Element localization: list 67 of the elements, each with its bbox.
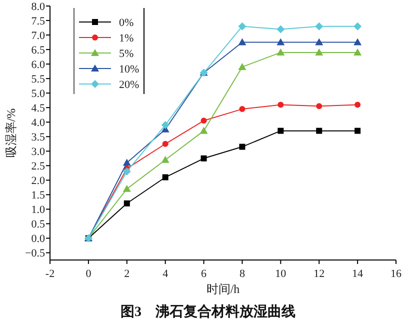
x-tick-label: -2	[45, 268, 55, 280]
point	[239, 144, 246, 150]
point	[354, 128, 361, 134]
y-tick-label: 3.5	[31, 132, 46, 144]
point	[315, 22, 324, 30]
x-tick-label: 16	[390, 268, 402, 280]
x-tick-label: 14	[352, 268, 364, 280]
point	[239, 106, 246, 112]
point	[122, 158, 131, 166]
point	[200, 126, 208, 134]
point	[276, 48, 285, 56]
point	[161, 121, 170, 130]
point	[315, 38, 324, 46]
point	[354, 48, 362, 56]
point	[315, 48, 324, 56]
point	[276, 38, 285, 46]
y-tick-label: 5.5	[31, 74, 46, 86]
point	[200, 118, 207, 124]
y-tick-label: 2.0	[31, 175, 46, 188]
legend-label: 1%	[119, 32, 134, 44]
point	[278, 102, 284, 108]
point	[124, 200, 130, 206]
x-tick-label: 6	[201, 268, 208, 280]
y-tick-label: 1.0	[31, 204, 46, 216]
legend-label: 10%	[119, 64, 140, 76]
y-tick-label: −0.5	[25, 248, 46, 260]
point	[161, 156, 170, 163]
point	[354, 38, 362, 46]
point	[238, 22, 246, 30]
point	[200, 155, 207, 162]
y-tick-label: 3.0	[31, 146, 46, 158]
y-tick-label: 4.5	[31, 102, 46, 115]
y-tick-label: 6.5	[31, 44, 46, 57]
y-tick-label: 8.0	[31, 1, 46, 13]
point	[276, 25, 285, 34]
y-tick-label: 7.5	[31, 16, 46, 28]
point	[162, 174, 168, 180]
y-tick-label: 2.5	[31, 160, 46, 173]
x-tick-label: 0	[86, 268, 92, 280]
x-tick-label: 10	[275, 268, 287, 280]
y-axis-title: 吸湿率/%	[4, 108, 18, 158]
y-tick-label: 4.0	[31, 117, 46, 130]
point	[354, 22, 362, 30]
legend-label: 20%	[119, 79, 140, 91]
point	[122, 184, 131, 192]
point	[316, 128, 322, 134]
x-tick-label: 4	[162, 268, 169, 280]
point	[122, 167, 131, 176]
y-tick-label: 6.0	[31, 59, 46, 72]
text: 图3 沸石复合材料放湿曲线	[120, 304, 296, 320]
y-tick-label: 7.0	[31, 30, 46, 42]
x-tick-label: 12	[314, 268, 325, 280]
x-tick-label: 2	[124, 268, 130, 280]
point	[354, 102, 361, 108]
point	[238, 38, 246, 46]
x-tick-label: 8	[239, 268, 246, 280]
point	[238, 62, 246, 70]
y-tick-label: 5.0	[31, 88, 46, 100]
point	[316, 103, 322, 110]
point	[278, 128, 284, 134]
x-axis-title: 时间/h	[206, 282, 240, 296]
y-tick-label: 0.5	[31, 218, 46, 231]
y-tick-label: 0.0	[31, 233, 46, 246]
legend-label: 5%	[119, 48, 134, 60]
legend-label: 0%	[119, 17, 134, 29]
point	[162, 140, 168, 147]
y-tick-label: 1.5	[31, 190, 46, 202]
